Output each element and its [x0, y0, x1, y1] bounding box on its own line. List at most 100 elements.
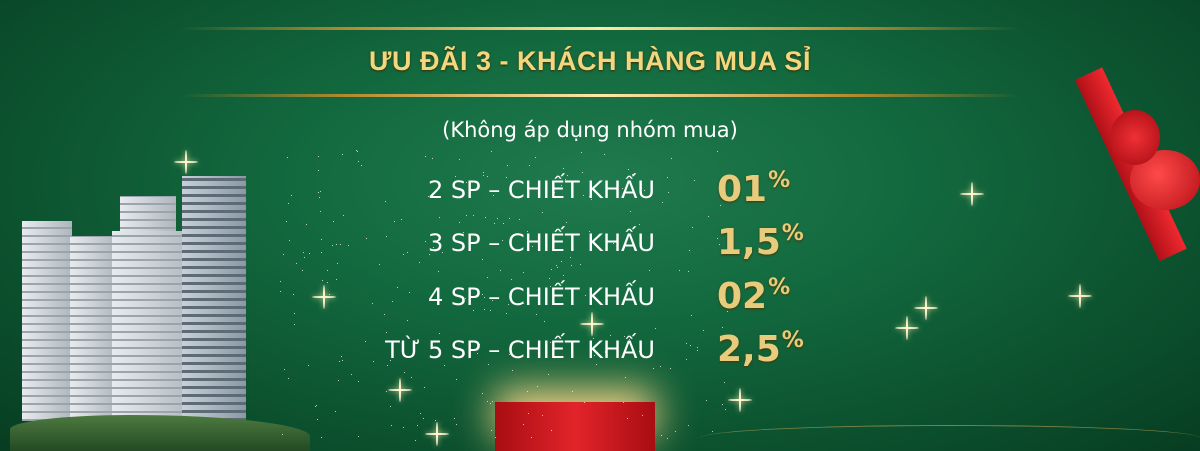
glitter-dot	[646, 248, 648, 250]
glitter-dot	[670, 367, 672, 369]
glitter-dot	[403, 254, 405, 256]
glitter-dot	[522, 423, 524, 425]
gold-divider-top	[180, 27, 1020, 30]
glitter-dot	[550, 286, 552, 288]
glitter-dot	[696, 346, 698, 348]
glitter-dot	[685, 359, 687, 361]
glitter-dot	[335, 410, 337, 412]
glitter-dot	[481, 393, 483, 395]
glitter-dot	[453, 417, 455, 419]
glitter-dot	[432, 157, 434, 159]
glitter-dot	[317, 191, 319, 193]
glitter-dot	[487, 176, 489, 178]
glitter-dot	[319, 211, 321, 213]
tier-value: 2,5%	[717, 328, 804, 370]
glitter-dot	[593, 337, 595, 339]
glitter-dot	[508, 353, 510, 355]
glitter-dot	[339, 244, 341, 246]
glitter-dot	[727, 310, 729, 312]
glitter-dot	[511, 278, 513, 280]
glitter-dot	[589, 231, 591, 233]
glitter-dot	[654, 328, 656, 330]
glitter-dot	[283, 369, 285, 371]
glitter-dot	[326, 269, 328, 271]
glitter-dot	[438, 332, 440, 334]
glitter-dot	[384, 314, 386, 316]
glitter-dot	[652, 367, 654, 369]
glitter-dot	[318, 169, 320, 171]
glitter-dot	[317, 156, 319, 158]
glitter-dot	[280, 291, 282, 293]
glitter-dot	[321, 437, 323, 439]
glitter-dot	[609, 335, 611, 337]
glitter-dot	[335, 278, 337, 280]
glitter-dot	[387, 364, 389, 366]
glitter-dot	[551, 269, 553, 271]
glitter-dot	[512, 369, 514, 371]
glitter-dot	[423, 386, 425, 388]
glitter-dot	[347, 245, 349, 247]
tier-value: 1,5%	[717, 221, 804, 263]
glitter-dot	[355, 150, 357, 152]
glitter-dot	[593, 355, 595, 357]
tier-value: 01%	[717, 168, 790, 210]
glitter-dot	[283, 254, 285, 256]
glitter-dot	[509, 218, 511, 220]
glitter-dot	[477, 353, 479, 355]
glitter-dot	[688, 249, 690, 251]
sparkle-icon	[174, 150, 198, 174]
sparkle-icon	[1068, 284, 1092, 308]
tier-number: 2,5	[717, 329, 781, 370]
glitter-dot	[466, 214, 468, 216]
glitter-dot	[293, 324, 295, 326]
glitter-dot	[496, 218, 498, 220]
glitter-dot	[642, 415, 644, 417]
glitter-dot	[550, 429, 552, 431]
glitter-dot	[438, 354, 440, 356]
glitter-dot	[407, 252, 408, 254]
glitter-dot	[394, 220, 396, 222]
glitter-dot	[561, 184, 563, 186]
glitter-dot	[327, 281, 329, 283]
glitter-dot	[527, 390, 529, 392]
glitter-dot	[667, 438, 669, 440]
glitter-dot	[490, 151, 492, 153]
glitter-dot	[358, 435, 360, 437]
glitter-dot	[674, 430, 676, 432]
glitter-dot	[549, 277, 551, 279]
glitter-dot	[560, 261, 562, 263]
glitter-dot	[481, 293, 483, 295]
glitter-dot	[483, 296, 485, 298]
glitter-dot	[316, 404, 318, 406]
glitter-dot	[604, 154, 606, 156]
glitter-dot	[629, 339, 631, 341]
glitter-dot	[309, 253, 311, 255]
glitter-dot	[319, 197, 321, 199]
glitter-dot	[563, 168, 565, 170]
glitter-dot	[365, 238, 367, 240]
glitter-dot	[472, 309, 474, 311]
glitter-dot	[454, 176, 456, 178]
sparkle-icon	[388, 378, 412, 402]
glitter-dot	[589, 195, 591, 197]
glitter-dot	[385, 235, 387, 237]
glitter-dot	[687, 424, 689, 426]
glitter-dot	[320, 238, 322, 240]
glitter-dot	[286, 221, 288, 223]
tier-number: 1,5	[717, 222, 781, 263]
glitter-dot	[303, 257, 305, 259]
glitter-dot	[418, 262, 420, 264]
glitter-dot	[703, 329, 705, 331]
discount-tier: 2 SP – CHIẾT KHẤU 01%	[0, 168, 1200, 218]
glitter-dot	[553, 191, 555, 193]
glitter-dot	[425, 241, 427, 243]
glitter-dot	[385, 390, 387, 392]
glitter-dot	[503, 222, 504, 224]
glitter-dot	[555, 264, 557, 266]
glitter-dot	[361, 164, 363, 166]
glitter-dot	[502, 239, 504, 241]
glitter-dot	[489, 310, 491, 312]
glitter-dot	[526, 230, 528, 232]
sparkle-icon	[728, 388, 752, 412]
glitter-dot	[341, 359, 343, 361]
